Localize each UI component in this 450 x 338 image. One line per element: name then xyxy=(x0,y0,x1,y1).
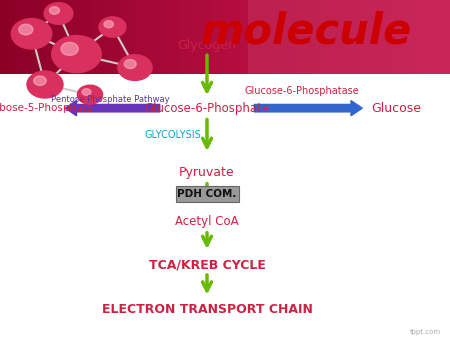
Circle shape xyxy=(19,24,33,35)
Circle shape xyxy=(44,3,73,24)
Circle shape xyxy=(77,85,103,104)
Text: Pyruvate: Pyruvate xyxy=(179,166,235,179)
Circle shape xyxy=(118,55,152,80)
Bar xyxy=(345,0,360,74)
Circle shape xyxy=(27,71,63,98)
Text: PDH COM.: PDH COM. xyxy=(177,189,237,199)
Bar xyxy=(195,0,210,74)
Bar xyxy=(60,0,75,74)
Bar xyxy=(0,0,15,74)
Bar xyxy=(360,0,375,74)
Circle shape xyxy=(99,17,126,37)
Bar xyxy=(210,0,225,74)
Circle shape xyxy=(50,7,59,14)
Bar xyxy=(405,0,420,74)
FancyArrow shape xyxy=(254,101,362,116)
Bar xyxy=(120,0,135,74)
Bar xyxy=(240,0,255,74)
Text: Acetyl CoA: Acetyl CoA xyxy=(175,215,239,228)
Bar xyxy=(420,0,435,74)
Bar xyxy=(285,0,300,74)
Text: Ribose-5-Phosphate: Ribose-5-Phosphate xyxy=(0,103,93,113)
Bar xyxy=(30,0,45,74)
Bar xyxy=(45,0,60,74)
Circle shape xyxy=(11,19,52,49)
Circle shape xyxy=(61,42,78,55)
Text: Glucose-6-Phosphate: Glucose-6-Phosphate xyxy=(144,102,270,115)
Bar xyxy=(248,0,450,74)
Bar xyxy=(270,0,285,74)
Text: ELECTRON TRANSPORT CHAIN: ELECTRON TRANSPORT CHAIN xyxy=(102,303,312,316)
Bar xyxy=(435,0,450,74)
Circle shape xyxy=(34,76,46,86)
Circle shape xyxy=(104,21,113,28)
Bar xyxy=(135,0,150,74)
Bar xyxy=(180,0,195,74)
Bar xyxy=(255,0,270,74)
FancyBboxPatch shape xyxy=(176,186,238,202)
Text: Pentose Phosphate Pathway: Pentose Phosphate Pathway xyxy=(51,95,170,104)
Text: Glycogen: Glycogen xyxy=(178,39,236,52)
Circle shape xyxy=(52,35,101,73)
Bar xyxy=(375,0,390,74)
Bar xyxy=(150,0,165,74)
Bar xyxy=(105,0,120,74)
Bar xyxy=(315,0,330,74)
Bar xyxy=(75,0,90,74)
Text: TCA/KREB CYCLE: TCA/KREB CYCLE xyxy=(148,259,266,272)
Bar xyxy=(225,0,240,74)
Text: Glucose: Glucose xyxy=(371,102,421,115)
Bar xyxy=(15,0,30,74)
Text: GLYCOLYSIS: GLYCOLYSIS xyxy=(145,130,202,140)
Text: Glucose-6-Phosphatase: Glucose-6-Phosphatase xyxy=(244,86,359,96)
Circle shape xyxy=(82,89,91,95)
FancyArrow shape xyxy=(65,101,160,116)
Bar xyxy=(90,0,105,74)
Text: molecule: molecule xyxy=(200,10,412,52)
Bar xyxy=(300,0,315,74)
Bar xyxy=(330,0,345,74)
Text: fppt.com: fppt.com xyxy=(410,329,441,335)
Bar xyxy=(165,0,180,74)
Circle shape xyxy=(124,59,136,69)
Bar xyxy=(390,0,405,74)
